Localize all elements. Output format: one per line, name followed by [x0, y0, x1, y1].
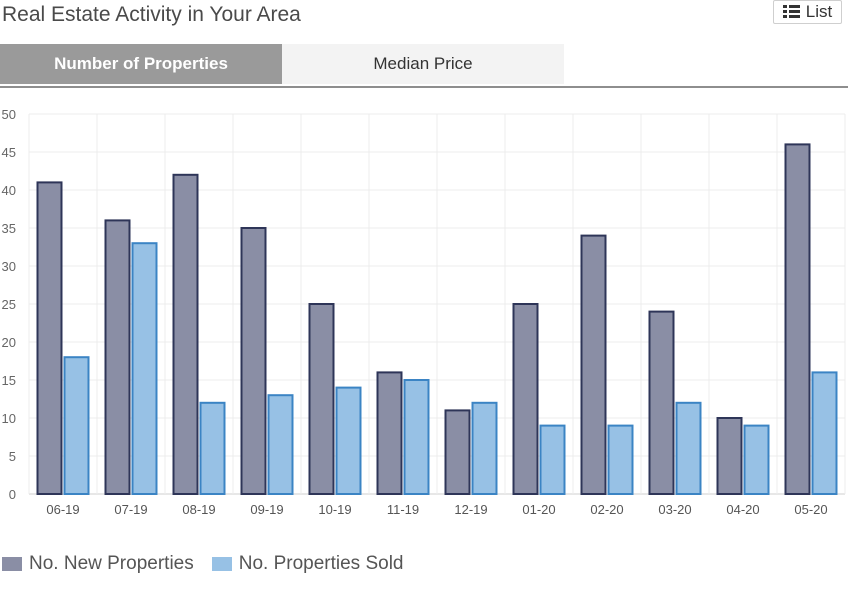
legend-label-sold: No. Properties Sold: [238, 553, 404, 574]
bar-new-properties: [444, 409, 471, 495]
y-tick-label: 0: [9, 487, 16, 502]
x-tick-label: 11-19: [387, 502, 419, 517]
tab-median-price[interactable]: Median Price: [282, 44, 564, 84]
bar-properties-sold: [199, 401, 226, 495]
chart-title: Real Estate Activity in Your Area: [2, 3, 301, 26]
bar-properties-sold: [471, 401, 498, 495]
y-tick-label: 15: [2, 373, 16, 388]
legend-item-new-properties[interactable]: No. New Properties: [2, 553, 194, 575]
y-tick-label: 40: [2, 183, 16, 198]
bar-chart: 0 5 10 15 20 25 30 35 40 45 50 06-19 07-19 08-19 09-19…: [2, 107, 846, 517]
y-tick-label: 10: [2, 411, 16, 426]
chart-legend: No. New Properties No. Properties Sold: [2, 553, 421, 575]
bar-properties-sold: [63, 356, 90, 496]
bar-properties-sold: [811, 371, 838, 495]
bar-properties-sold: [675, 401, 702, 495]
bar-new-properties: [376, 371, 403, 495]
bar-new-properties: [308, 303, 335, 495]
x-tick-label: 03-20: [658, 502, 691, 517]
bar-new-properties: [580, 234, 607, 495]
list-icon: [782, 5, 800, 19]
x-tick-label: 09-19: [250, 502, 283, 517]
y-tick-label: 35: [2, 221, 16, 236]
x-tick-label: 12-19: [454, 502, 487, 517]
y-tick-label: 25: [2, 297, 16, 312]
bar-properties-sold: [607, 424, 634, 496]
bar-new-properties: [172, 173, 199, 496]
legend-label-new: No. New Properties: [29, 553, 194, 574]
bar-properties-sold: [403, 379, 430, 495]
tab-number-of-properties[interactable]: Number of Properties: [0, 44, 282, 84]
bar-new-properties: [716, 417, 743, 495]
bar-properties-sold: [539, 424, 566, 496]
x-tick-label: 06-19: [46, 502, 79, 517]
bar-new-properties: [240, 227, 267, 495]
bar-new-properties: [784, 143, 811, 496]
bar-new-properties: [512, 303, 539, 495]
x-tick-label: 04-20: [726, 502, 759, 517]
y-tick-label: 50: [2, 107, 16, 122]
legend-swatch-new: [2, 557, 22, 571]
list-button-label: List: [805, 2, 833, 21]
list-view-button[interactable]: List: [773, 0, 842, 24]
bar-new-properties: [648, 310, 675, 495]
x-tick-label: 05-20: [794, 502, 827, 517]
x-tick-label: 08-19: [182, 502, 215, 517]
y-tick-label: 30: [2, 259, 16, 274]
bar-new-properties: [104, 219, 131, 496]
x-tick-label: 01-20: [522, 502, 555, 517]
bar-properties-sold: [131, 242, 158, 495]
bar-properties-sold: [743, 424, 770, 496]
x-tick-label: 02-20: [590, 502, 623, 517]
bar-new-properties: [36, 181, 63, 496]
bar-properties-sold: [335, 386, 362, 496]
y-tick-label: 20: [2, 335, 16, 350]
x-tick-label: 07-19: [114, 502, 147, 517]
y-tick-label: 5: [9, 449, 16, 464]
x-tick-label: 10-19: [318, 502, 351, 517]
y-tick-label: 45: [2, 145, 16, 160]
bar-properties-sold: [267, 394, 294, 496]
legend-item-properties-sold[interactable]: No. Properties Sold: [211, 553, 404, 575]
legend-swatch-sold: [211, 557, 232, 571]
chart-tabs: Number of Properties Median Price: [0, 44, 848, 88]
